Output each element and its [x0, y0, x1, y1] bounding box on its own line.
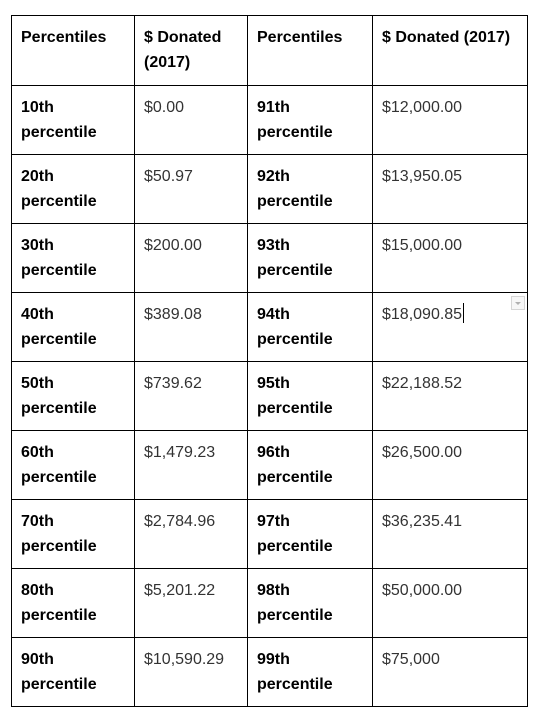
header-row: Percentiles $ Donated (2017) Percentiles… [11, 15, 528, 86]
percentile-label-cell[interactable]: 91th percentile [247, 85, 373, 155]
percentile-label-cell[interactable]: 70th percentile [11, 499, 135, 569]
cell-text: $50.97 [144, 168, 193, 185]
donated-value-cell[interactable]: $18,090.85 [372, 292, 528, 362]
donated-value-cell[interactable]: $50.97 [134, 154, 248, 224]
cell-text: $1,479.23 [144, 444, 216, 461]
cell-text: $50,000.00 [382, 582, 463, 599]
cell-text: 91th percentile [257, 99, 333, 141]
cell-text: $18,090.85 [382, 306, 463, 323]
cell-text: 97th percentile [257, 513, 333, 555]
percentile-donation-table: Percentiles $ Donated (2017) Percentiles… [11, 15, 528, 707]
percentile-label-cell[interactable]: 60th percentile [11, 430, 135, 500]
percentile-label-cell[interactable]: 99th percentile [247, 637, 373, 707]
donated-value-cell[interactable]: $0.00 [134, 85, 248, 155]
percentile-label-cell[interactable]: 94th percentile [247, 292, 373, 362]
cell-text: $10,590.29 [144, 651, 225, 668]
cell-text: $26,500.00 [382, 444, 463, 461]
donated-value-cell[interactable]: $1,479.23 [134, 430, 248, 500]
cell-text: 60th percentile [21, 444, 97, 486]
percentile-label-cell[interactable]: 50th percentile [11, 361, 135, 431]
donated-value-cell[interactable]: $2,784.96 [134, 499, 248, 569]
table-row: 40th percentile $389.08 94th percentile $18… [11, 292, 528, 362]
text-cursor [463, 303, 465, 323]
donated-value-cell[interactable]: $10,590.29 [134, 637, 248, 707]
cell-text: $5,201.22 [144, 582, 216, 599]
donated-value-cell[interactable]: $22,188.52 [372, 361, 528, 431]
table-row: 30th percentile $200.00 93th percentile $15… [11, 223, 528, 293]
donated-value-cell[interactable]: $75,000 [372, 637, 528, 707]
percentile-label-cell[interactable]: 30th percentile [11, 223, 135, 293]
cell-text: 92th percentile [257, 168, 333, 210]
cell-text: 50th percentile [21, 375, 97, 417]
table-row: 90th percentile $10,590.29 99th percentile… [11, 637, 528, 707]
donated-value-cell[interactable]: $200.00 [134, 223, 248, 293]
cell-text: $200.00 [144, 237, 202, 254]
cell-text: 93th percentile [257, 237, 333, 279]
percentile-label-cell[interactable]: 20th percentile [11, 154, 135, 224]
cell-text: 96th percentile [257, 444, 333, 486]
header-cell-donated-right[interactable]: $ Donated (2017) [372, 15, 528, 86]
donated-value-cell[interactable]: $739.62 [134, 361, 248, 431]
cell-text: 40th percentile [21, 306, 97, 348]
cell-text: $36,235.41 [382, 513, 463, 530]
cell-text: 94th percentile [257, 306, 333, 348]
header-cell-percentiles-left[interactable]: Percentiles [11, 15, 135, 86]
table-row: 60th percentile $1,479.23 96th percentile $… [11, 430, 528, 500]
table-row: 80th percentile $5,201.22 98th percentile $… [11, 568, 528, 638]
cell-text: $0.00 [144, 99, 185, 116]
cell-text: $22,188.52 [382, 375, 463, 392]
percentile-label-cell[interactable]: 80th percentile [11, 568, 135, 638]
cell-text: 99th percentile [257, 651, 333, 693]
cell-text: $12,000.00 [382, 99, 463, 116]
cell-text: 10th percentile [21, 99, 97, 141]
donated-value-cell[interactable]: $50,000.00 [372, 568, 528, 638]
donated-value-cell[interactable]: $36,235.41 [372, 499, 528, 569]
donated-value-cell[interactable]: $15,000.00 [372, 223, 528, 293]
donated-value-cell[interactable]: $26,500.00 [372, 430, 528, 500]
table-row: 50th percentile $739.62 95th percentile $22… [11, 361, 528, 431]
percentile-label-cell[interactable]: 95th percentile [247, 361, 373, 431]
cell-text: 95th percentile [257, 375, 333, 417]
percentile-label-cell[interactable]: 98th percentile [247, 568, 373, 638]
percentile-label-cell[interactable]: 97th percentile [247, 499, 373, 569]
cell-text: 80th percentile [21, 582, 97, 624]
donated-value-cell[interactable]: $389.08 [134, 292, 248, 362]
table-row: 10th percentile $0.00 91th percentile $12,0… [11, 85, 528, 155]
table-row: 20th percentile $50.97 92th percentile $13,… [11, 154, 528, 224]
percentile-label-cell[interactable]: 93th percentile [247, 223, 373, 293]
cell-text: $739.62 [144, 375, 202, 392]
cell-text: $2,784.96 [144, 513, 216, 530]
cell-text: 70th percentile [21, 513, 97, 555]
dropdown-arrow-icon[interactable] [511, 296, 525, 310]
header-cell-percentiles-right[interactable]: Percentiles [247, 15, 373, 86]
cell-text: $75,000 [382, 651, 440, 668]
cell-text: $15,000.00 [382, 237, 463, 254]
cell-text: 30th percentile [21, 237, 97, 279]
cell-text: 98th percentile [257, 582, 333, 624]
percentile-label-cell[interactable]: 96th percentile [247, 430, 373, 500]
percentile-label-cell[interactable]: 40th percentile [11, 292, 135, 362]
cell-text: $13,950.05 [382, 168, 463, 185]
table-row: 70th percentile $2,784.96 97th percentile $… [11, 499, 528, 569]
donated-value-cell[interactable]: $12,000.00 [372, 85, 528, 155]
percentile-label-cell[interactable]: 10th percentile [11, 85, 135, 155]
header-cell-donated-left[interactable]: $ Donated (2017) [134, 15, 248, 86]
percentile-label-cell[interactable]: 92th percentile [247, 154, 373, 224]
percentile-label-cell[interactable]: 90th percentile [11, 637, 135, 707]
donated-value-cell[interactable]: $13,950.05 [372, 154, 528, 224]
cell-text: 90th percentile [21, 651, 97, 693]
cell-text: 20th percentile [21, 168, 97, 210]
cell-text: $389.08 [144, 306, 202, 323]
donated-value-cell[interactable]: $5,201.22 [134, 568, 248, 638]
